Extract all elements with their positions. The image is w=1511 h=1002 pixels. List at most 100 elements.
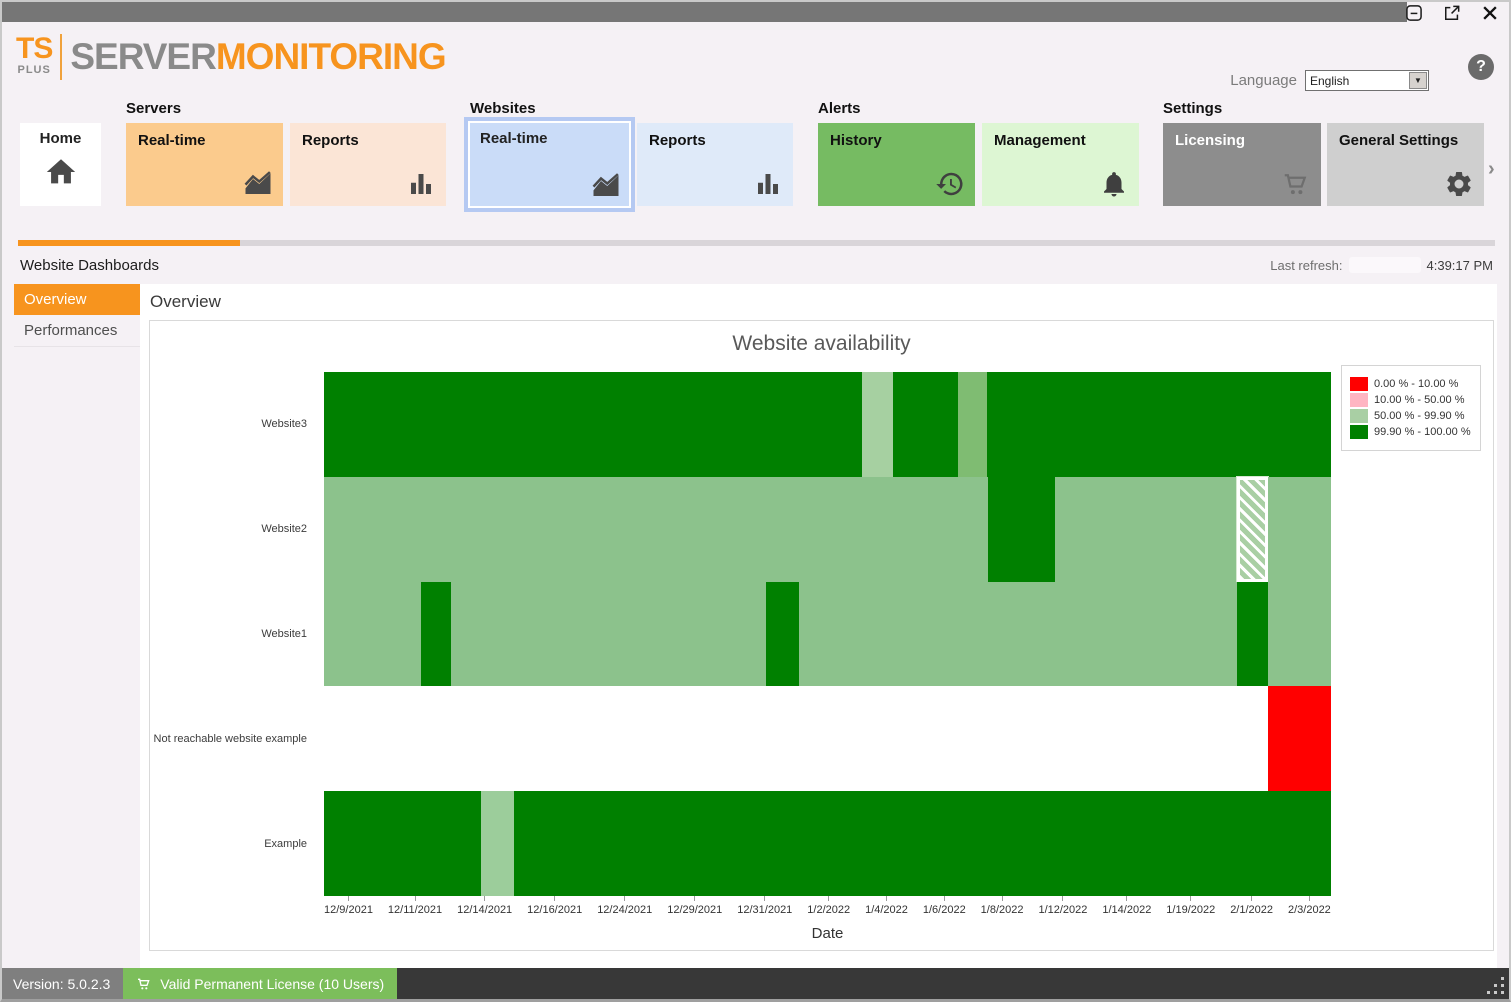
x-tick: 12/24/2021	[597, 896, 652, 916]
chart-legend: 0.00 % - 10.00 % 10.00 % - 50.00 % 50.00 %…	[1341, 365, 1481, 451]
x-tick: 12/16/2021	[527, 896, 582, 916]
x-tick: 1/14/2022	[1102, 896, 1151, 916]
heatmap-segment	[324, 476, 988, 582]
shopping-cart-icon	[138, 978, 150, 989]
alerts-history-button[interactable]: History	[818, 123, 975, 206]
legend-label: 0.00 % - 10.00 %	[1374, 378, 1459, 390]
home-button[interactable]: Home	[20, 123, 101, 206]
alerts-management-label: Management	[994, 132, 1086, 149]
heatmap-row	[324, 686, 1331, 792]
tick-mark	[764, 896, 766, 901]
x-axis: 12/9/2021 12/11/2021 12/14/2021 12/16/2021 1…	[324, 896, 1331, 916]
language-row: Language English ▼	[1230, 70, 1429, 91]
nav-scroll-right-chevron[interactable]: ›	[1488, 158, 1495, 180]
websites-reports-button[interactable]: Reports	[637, 123, 793, 206]
tick-mark	[943, 896, 945, 901]
tick-mark	[554, 896, 556, 901]
tick-mark	[828, 896, 830, 901]
tick-mark	[1001, 896, 1003, 901]
group-label-websites: Websites	[470, 100, 536, 117]
x-tick: 1/19/2022	[1166, 896, 1215, 916]
heatmap-segment	[958, 372, 987, 477]
subheader: Website Dashboards Last refresh: 4:39:17…	[0, 246, 1511, 284]
sidebar-item-performances[interactable]: Performances	[14, 315, 140, 347]
heatmap-row	[324, 372, 1331, 477]
heatmap-segment	[1267, 686, 1331, 792]
popout-button[interactable]	[1441, 2, 1463, 24]
logo-monitoring: MONITORING	[215, 36, 447, 77]
heatmap-segment	[861, 372, 893, 477]
help-button[interactable]: ?	[1468, 54, 1494, 80]
heatmap-segment	[324, 791, 482, 896]
group-label-servers: Servers	[126, 100, 182, 117]
settings-licensing-button[interactable]: Licensing	[1163, 123, 1321, 206]
tick-mark	[1251, 896, 1253, 901]
x-tick: 2/1/2022	[1230, 896, 1273, 916]
resize-grip[interactable]	[1501, 991, 1504, 994]
chevron-down-icon[interactable]: ▼	[1409, 72, 1427, 89]
websites-reports-label: Reports	[649, 132, 706, 149]
area-chart-icon	[243, 169, 273, 199]
heatmap-segment	[514, 791, 1331, 896]
license-badge[interactable]: Valid Permanent License (10 Users)	[123, 968, 398, 999]
tick-label: 12/16/2021	[527, 904, 583, 916]
logo-server: SERVER	[70, 36, 216, 77]
tick-label: 12/31/2021	[737, 904, 793, 916]
language-select[interactable]: English ▼	[1305, 70, 1429, 91]
settings-general-button[interactable]: General Settings	[1327, 123, 1484, 206]
close-button[interactable]	[1479, 2, 1501, 24]
settings-licensing-label: Licensing	[1175, 132, 1246, 149]
x-tick: 1/12/2022	[1038, 896, 1087, 916]
legend-items: 0.00 % - 10.00 % 10.00 % - 50.00 % 50.00 %…	[1350, 377, 1472, 439]
last-refresh-label: Last refresh:	[1270, 257, 1343, 273]
y-axis-label: Website2	[261, 523, 307, 536]
tick-label: 12/14/2021	[457, 904, 513, 916]
help-icon: ?	[1476, 58, 1486, 75]
tick-label: 1/2/2022	[807, 904, 851, 916]
minimize-button[interactable]	[1403, 2, 1425, 24]
x-tick: 12/11/2021	[388, 896, 442, 916]
license-label: Valid Permanent License (10 Users)	[160, 975, 385, 992]
y-axis-labels: Website3 Website2 Website1 Not reachable we…	[150, 372, 316, 896]
servers-reports-button[interactable]: Reports	[290, 123, 446, 206]
legend-item: 0.00 % - 10.00 %	[1350, 377, 1472, 391]
y-axis-label: Website1	[261, 627, 307, 640]
x-tick: 12/31/2021	[737, 896, 792, 916]
heatmap-segment	[799, 581, 1238, 687]
legend-item: 99.90 % - 100.00 %	[1350, 425, 1472, 439]
websites-realtime-button[interactable]: Real-time	[468, 121, 631, 208]
websites-realtime-label: Real-time	[480, 130, 548, 147]
x-tick: 1/6/2022	[923, 896, 966, 916]
x-tick: 12/14/2021	[457, 896, 512, 916]
servers-realtime-button[interactable]: Real-time	[126, 123, 283, 206]
heatmap-segment	[1236, 475, 1269, 583]
servers-realtime-label: Real-time	[138, 132, 206, 149]
sidebar-item-overview[interactable]: Overview	[14, 284, 140, 315]
bar-chart-icon	[406, 169, 436, 199]
heatmap-segment	[324, 686, 1268, 792]
tick-mark	[624, 896, 626, 901]
y-axis-label: Website3	[261, 418, 307, 431]
tick-label: 1/6/2022	[922, 904, 966, 916]
shopping-cart-icon	[1281, 169, 1311, 199]
sidebar: Overview Performances	[0, 284, 140, 968]
legend-label: 10.00 % - 50.00 %	[1374, 394, 1465, 406]
heatmap-segment	[481, 791, 515, 896]
group-label-alerts: Alerts	[818, 100, 861, 117]
legend-label: 50.00 % - 99.90 %	[1374, 410, 1465, 422]
settings-general-label: General Settings	[1339, 132, 1459, 149]
tick-mark	[1126, 896, 1128, 901]
y-axis-label: Not reachable website example	[153, 732, 307, 745]
tick-label: 1/4/2022	[865, 904, 908, 916]
tick-mark	[1308, 896, 1310, 901]
page-title: Website Dashboards	[20, 256, 159, 274]
main-nav: Home Servers Real-time Reports Websites …	[0, 100, 1511, 240]
tick-mark	[1062, 896, 1064, 901]
app-logo: TS PLUS SERVERMONITORING	[16, 34, 447, 80]
heatmap-segment	[1237, 581, 1268, 687]
alerts-management-button[interactable]: Management	[982, 123, 1139, 206]
alerts-history-label: History	[830, 132, 882, 149]
tick-label: 12/29/2021	[667, 904, 723, 916]
legend-swatch	[1350, 409, 1368, 423]
servers-reports-label: Reports	[302, 132, 359, 149]
